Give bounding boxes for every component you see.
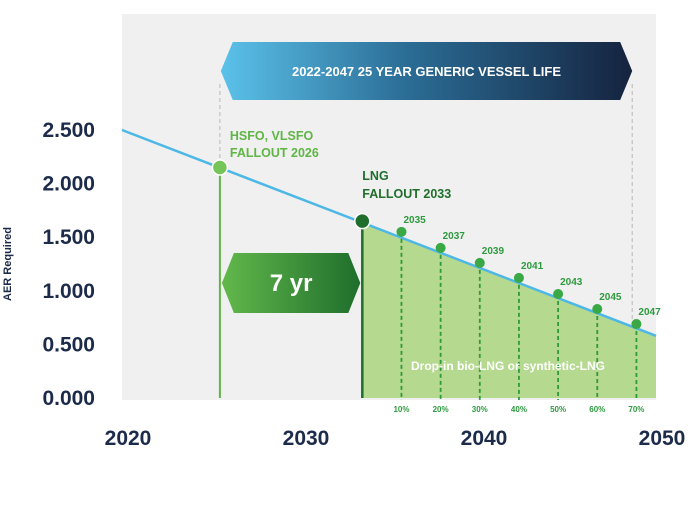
milestone-year-2037: 2037 (443, 231, 466, 242)
y-axis-label: AER Required (2, 227, 14, 301)
milestone-year-2043: 2043 (560, 277, 583, 288)
milestone-dot-2041 (513, 272, 524, 283)
milestone-dot-2035 (396, 226, 407, 237)
milestone-percent-2035: 10% (393, 405, 409, 414)
hsfo-annotation-line1: HSFO, VLSFO (230, 129, 314, 143)
y-tick-3: 1.500 (42, 226, 95, 249)
x-tick-2020: 2020 (105, 427, 152, 450)
hsfo-annotation-line2: FALLOUT 2026 (230, 146, 319, 160)
y-tick-4: 2.000 (42, 173, 95, 196)
milestone-year-2035: 2035 (403, 215, 426, 226)
y-tick-1: 0.500 (42, 333, 95, 356)
milestone-dot-2043 (553, 289, 564, 300)
gap-label: 7 yr (270, 270, 313, 297)
banner-arrow (220, 42, 633, 100)
milestone-percent-2037: 20% (433, 405, 449, 414)
x-tick-2050: 2050 (639, 427, 686, 450)
milestone-year-2039: 2039 (482, 246, 505, 257)
y-tick-2: 1.000 (42, 280, 95, 303)
hsfo-fallout-marker (211, 159, 229, 176)
y-tick-0: 0.000 (42, 387, 95, 410)
aer-required-line (121, 128, 657, 337)
milestone-year-2041: 2041 (521, 261, 544, 272)
milestone-percent-2043: 50% (550, 405, 566, 414)
gap-arrow (221, 253, 361, 313)
compliance-region (362, 222, 656, 398)
milestone-dot-2039 (474, 257, 485, 268)
milestone-percent-2047: 70% (628, 405, 644, 414)
x-tick-2030: 2030 (283, 427, 330, 450)
milestone-year-2047: 2047 (638, 307, 661, 318)
milestone-dot-2045 (592, 304, 603, 315)
lng-annotation-line1: LNG (362, 169, 388, 183)
milestone-dot-2037 (435, 242, 446, 253)
milestone-percent-2045: 60% (589, 405, 605, 414)
lng-annotation-line2: FALLOUT 2033 (362, 187, 451, 201)
lng-fallout-marker (354, 212, 371, 230)
milestone-year-2045: 2045 (599, 292, 622, 303)
banner-label: 2022-2047 25 YEAR GENERIC VESSEL LIFE (292, 64, 561, 79)
milestone-percent-2039: 30% (472, 405, 488, 414)
region-label: Drop-in bio-LNG or synthetic-LNG (411, 359, 605, 373)
y-tick-5: 2.500 (42, 119, 95, 142)
x-tick-2040: 2040 (461, 427, 508, 450)
milestone-percent-2041: 40% (511, 405, 527, 414)
milestone-dot-2047 (631, 319, 642, 330)
